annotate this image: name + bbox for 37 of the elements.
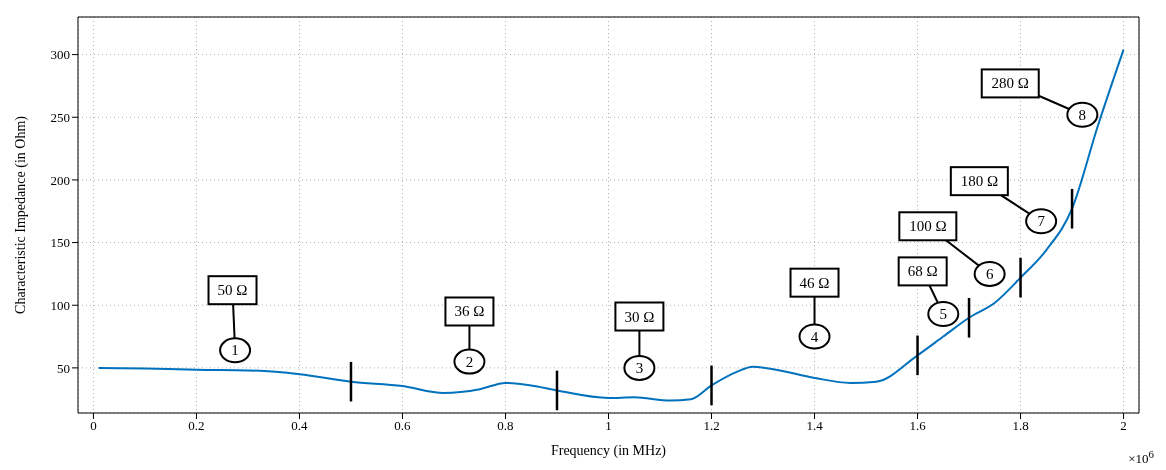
annotation: 46 Ω (799, 274, 830, 291)
x-tick-label: 2 (1120, 418, 1127, 434)
y-tick-label: 250 (50, 109, 70, 125)
x-tick-label: 0.6 (394, 418, 412, 434)
y-tick-label: 150 (50, 235, 70, 251)
annotation: 1 (231, 342, 239, 359)
x-tick-label: 0.4 (291, 418, 309, 434)
y-tick-label: 200 (50, 172, 70, 188)
annotation: 2 (465, 353, 474, 370)
y-axis-title: Characteristic Impedance (in Ohm) (12, 115, 29, 314)
annotation: 50 Ω (217, 282, 248, 299)
x-tick-label: 1 (605, 418, 612, 434)
annotation: 36 Ω (454, 303, 485, 320)
y-tick-label: 300 (50, 47, 70, 63)
x-tick-label: 1.6 (909, 418, 927, 434)
x-tick-label: 1.8 (1012, 418, 1029, 434)
y-tick-label: 100 (50, 297, 70, 313)
x-axis-title: Frequency (in MHz) (550, 443, 667, 459)
y-tick-label: 50 (57, 360, 70, 376)
annotation: 280 Ω (991, 75, 1029, 92)
annotation: 180 Ω (960, 173, 999, 190)
annotation: 8 (1078, 106, 1087, 123)
x-tick-label: 0.8 (497, 418, 514, 434)
x-tick-label: 1.4 (806, 418, 824, 434)
text: ×10$^{6}$ (1128, 448, 1154, 468)
line-series (97, 48, 1125, 402)
annotation: 7 (1037, 213, 1046, 230)
annotation: 6 (985, 265, 994, 282)
annotation: 30 Ω (624, 308, 655, 325)
x-tick-label: 0 (90, 418, 97, 434)
annotation: 5 (939, 306, 948, 322)
annotation: 4 (810, 328, 819, 345)
annotation: 68 Ω (907, 263, 938, 280)
x-tick-label: 0.2 (188, 418, 205, 434)
annotation: 100 Ω (909, 218, 947, 235)
x-tick-label: 1.2 (703, 418, 720, 434)
annotation: 3 (635, 359, 644, 376)
